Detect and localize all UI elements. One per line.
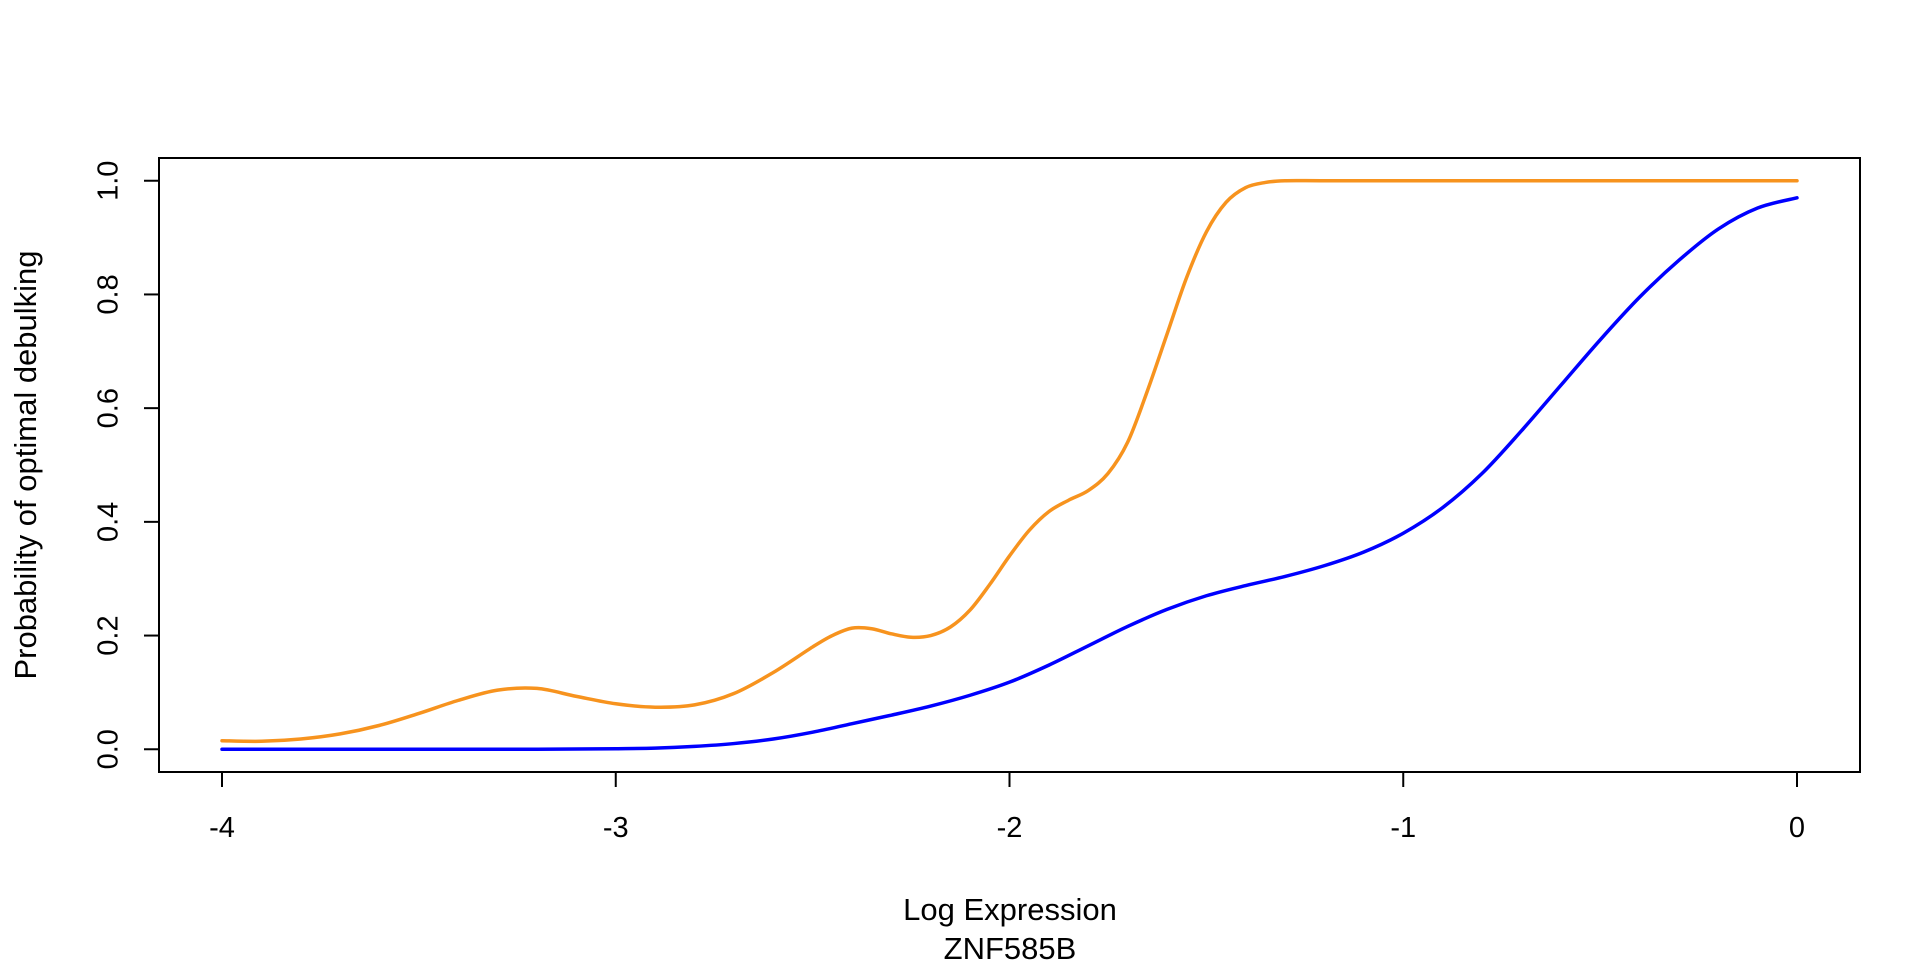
y-tick-label: 0.8 [93, 274, 125, 314]
x-tick-label: -2 [997, 812, 1023, 844]
x-axis-subtitle: ZNF585B [944, 931, 1077, 960]
x-tick-label: -1 [1390, 812, 1416, 844]
x-tick-label: -4 [209, 812, 235, 844]
x-axis-title: Log Expression [903, 892, 1117, 927]
y-axis: 0.0 0.2 0.4 0.6 0.8 1.0 [93, 161, 160, 769]
x-axis: -4 -3 -2 -1 0 [209, 771, 1805, 844]
series-line-2 [220, 196, 1799, 752]
y-tick-label: 0.2 [93, 615, 125, 655]
y-tick-label: 0.4 [93, 502, 125, 542]
y-axis-title: Probability of optimal debulking [8, 250, 43, 679]
y-tick-label: 0.6 [93, 388, 125, 428]
series-layer [220, 178, 1799, 752]
y-tick-label: 1.0 [93, 161, 125, 201]
y-tick-label: 0.0 [93, 729, 125, 769]
x-tick-label: 0 [1789, 812, 1805, 844]
series-line-1 [220, 178, 1799, 744]
plot-frame [158, 157, 1861, 773]
x-tick-label: -3 [603, 812, 629, 844]
